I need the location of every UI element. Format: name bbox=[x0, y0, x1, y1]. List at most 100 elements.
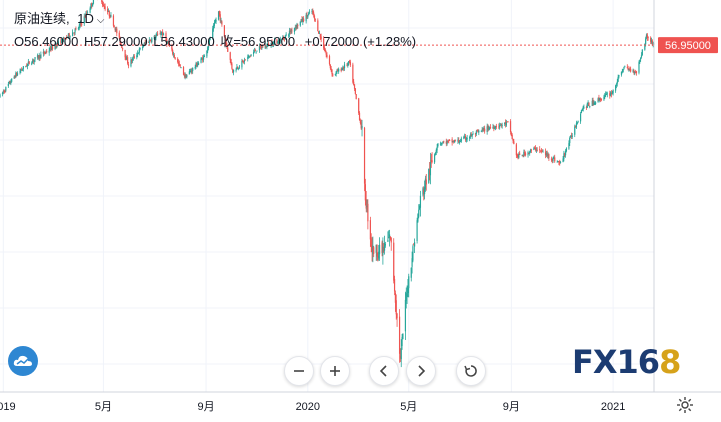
candle-body bbox=[475, 131, 477, 135]
candle-body bbox=[4, 91, 6, 93]
candle-body bbox=[464, 136, 466, 138]
candle-body bbox=[553, 158, 555, 159]
candle-body bbox=[31, 60, 34, 63]
zoom-out-icon bbox=[294, 370, 304, 372]
candle-body bbox=[556, 161, 558, 163]
candle-body bbox=[586, 103, 588, 108]
candle-body bbox=[202, 56, 205, 60]
candle-body bbox=[494, 128, 496, 130]
candle-body bbox=[589, 106, 591, 107]
candle-body bbox=[317, 20, 319, 32]
candle-body bbox=[434, 154, 436, 163]
chevron-down-icon[interactable]: ⌵ bbox=[96, 15, 105, 26]
candle-body bbox=[232, 69, 235, 73]
candle-body bbox=[161, 32, 163, 34]
candle-body bbox=[231, 63, 233, 69]
candle-body bbox=[212, 25, 215, 29]
candle-body bbox=[593, 102, 595, 105]
candle-body bbox=[574, 126, 576, 135]
candle-body bbox=[627, 67, 629, 71]
candle-body bbox=[571, 135, 573, 137]
symbol-header[interactable]: 原油连续, 1D ⌵ bbox=[14, 8, 104, 27]
candle-body bbox=[101, 0, 103, 3]
candle-body bbox=[284, 35, 286, 39]
candle-body bbox=[603, 96, 605, 100]
candle-body bbox=[437, 143, 439, 147]
high-value: 57.29000 bbox=[93, 34, 148, 49]
candle-body bbox=[454, 140, 457, 142]
zoom-in-button[interactable] bbox=[320, 356, 350, 386]
candle-body bbox=[454, 140, 456, 143]
candle-body bbox=[517, 154, 519, 157]
candle-body bbox=[10, 82, 12, 84]
candle-body bbox=[546, 152, 548, 156]
candle-body bbox=[404, 299, 407, 332]
candle-body bbox=[177, 58, 179, 62]
candle-body bbox=[341, 68, 343, 71]
ohlc-legend: O56.46000 H57.29000 L56.43000 收=56.95000… bbox=[14, 31, 416, 50]
candle-body bbox=[217, 11, 220, 20]
candle-body bbox=[75, 28, 77, 30]
candle-body bbox=[110, 15, 112, 17]
candle-body bbox=[618, 75, 620, 77]
open-label: O bbox=[14, 34, 25, 49]
candle-body bbox=[464, 135, 467, 140]
candle-body bbox=[262, 46, 264, 48]
candle-body bbox=[16, 73, 19, 76]
gear-icon[interactable] bbox=[676, 396, 694, 414]
candle-body bbox=[267, 43, 269, 46]
candle-body bbox=[203, 55, 205, 58]
candle-body bbox=[48, 50, 50, 53]
candle-body bbox=[406, 294, 408, 296]
candle-body bbox=[534, 148, 537, 151]
candle-body bbox=[171, 45, 173, 50]
candle-body bbox=[180, 67, 182, 69]
candle-body bbox=[498, 126, 500, 128]
candle-body bbox=[457, 139, 459, 142]
candle-body bbox=[652, 43, 654, 46]
zoom-out-button[interactable] bbox=[284, 356, 314, 386]
cloud-logo-icon[interactable] bbox=[8, 346, 38, 376]
candles-layer bbox=[0, 0, 655, 368]
candle-body bbox=[278, 40, 281, 42]
candle-body bbox=[337, 70, 339, 72]
candle-body bbox=[342, 67, 344, 70]
candle-body bbox=[273, 40, 276, 43]
candle-body bbox=[241, 60, 243, 68]
candle-body bbox=[499, 124, 501, 128]
candle-body bbox=[194, 66, 196, 69]
candle-body bbox=[319, 34, 321, 38]
candle-body bbox=[443, 141, 445, 143]
candle-body bbox=[366, 205, 368, 208]
candle-body bbox=[645, 34, 648, 39]
candle-body bbox=[45, 51, 47, 53]
candle-body bbox=[165, 33, 167, 41]
candle-body bbox=[250, 54, 252, 57]
watermark-main: FX16 bbox=[572, 343, 660, 381]
candle-body bbox=[381, 242, 383, 253]
reset-chart-button[interactable] bbox=[456, 356, 486, 386]
candle-body bbox=[143, 42, 145, 46]
candle-body bbox=[639, 59, 641, 63]
candle-body bbox=[422, 188, 424, 195]
candle-body bbox=[283, 38, 285, 39]
candle-body bbox=[51, 46, 53, 50]
scroll-right-button[interactable] bbox=[406, 356, 436, 386]
candle-body bbox=[610, 92, 612, 96]
candle-body bbox=[527, 152, 529, 156]
candle-body bbox=[19, 71, 21, 73]
candle-body bbox=[626, 67, 628, 69]
candle-body bbox=[326, 54, 328, 57]
candle-body bbox=[469, 134, 472, 137]
candle-body bbox=[90, 4, 92, 8]
candle-body bbox=[331, 69, 333, 75]
candle-body bbox=[264, 45, 266, 49]
candle-body bbox=[77, 28, 80, 30]
candle-body bbox=[265, 46, 267, 47]
candle-body bbox=[307, 14, 309, 18]
candle-body bbox=[524, 153, 527, 156]
scroll-left-button[interactable] bbox=[369, 356, 399, 386]
close-label: 收= bbox=[220, 34, 241, 49]
candle-body bbox=[197, 62, 200, 65]
